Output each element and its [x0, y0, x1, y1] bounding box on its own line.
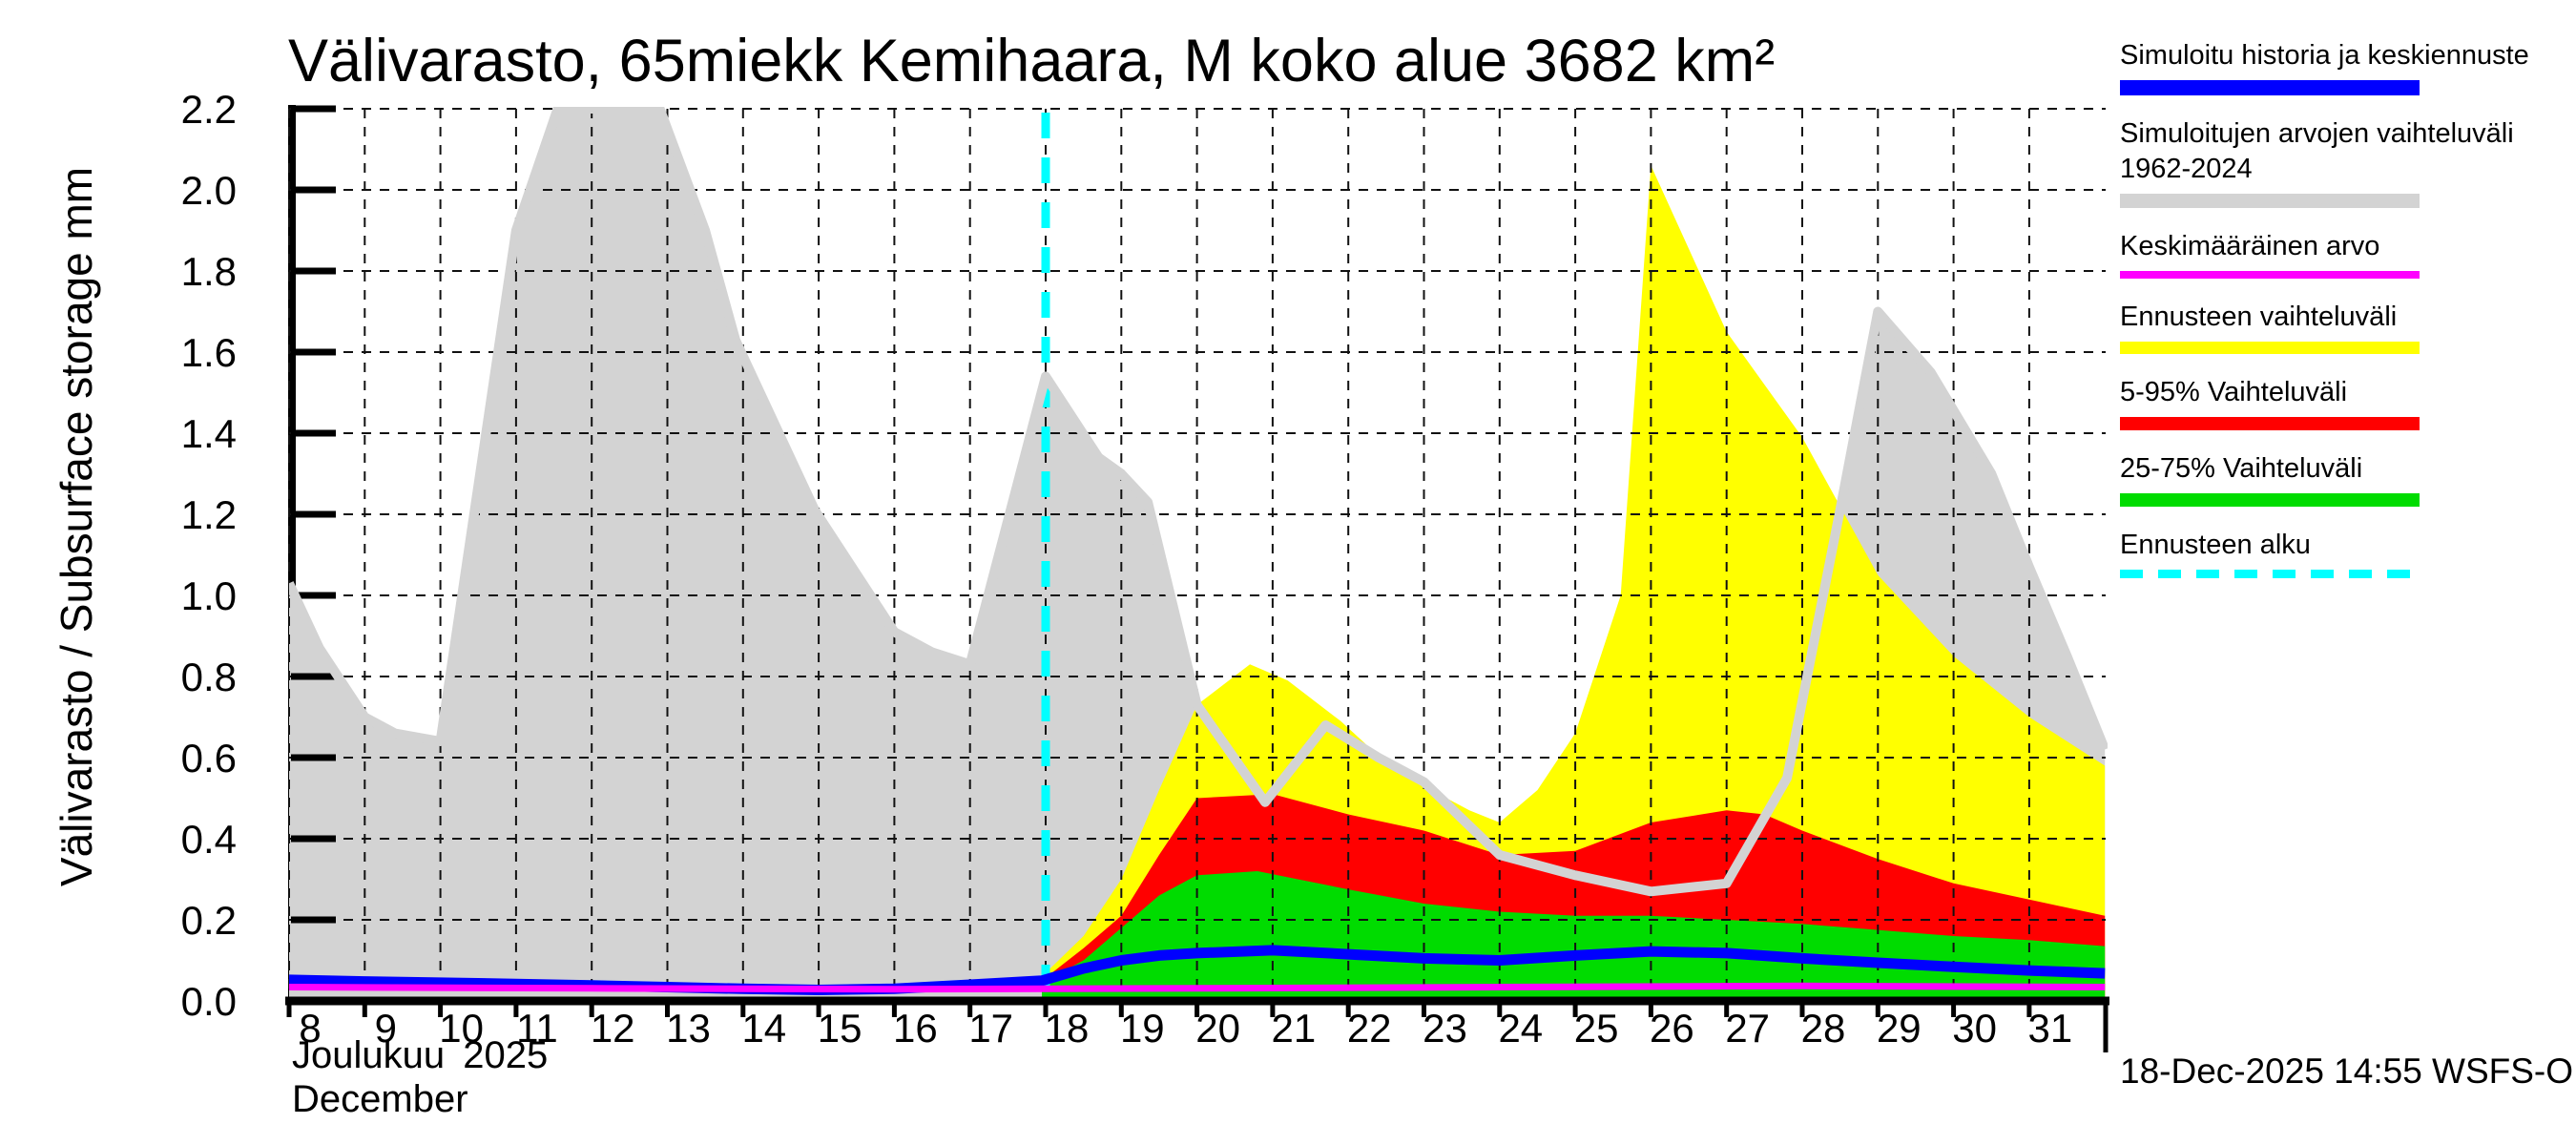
svg-text:26: 26 [1650, 1006, 1694, 1051]
svg-text:21: 21 [1272, 1006, 1317, 1051]
svg-text:15: 15 [818, 1006, 862, 1051]
svg-text:27: 27 [1725, 1006, 1770, 1051]
y-tick-labels: 0.0 0.2 0.4 0.6 0.8 1.0 1.2 1.4 1.6 1.8 2.0 2.2 [181, 87, 237, 1024]
svg-text:0.8: 0.8 [181, 655, 237, 699]
svg-text:1.4: 1.4 [181, 411, 237, 456]
x-ticks [286, 1001, 2109, 1052]
svg-text:8: 8 [299, 1006, 321, 1051]
svg-text:18: 18 [1045, 1006, 1090, 1051]
legend-item-1: Simuloitujen arvojen vaihteluväli 1962-2… [2120, 116, 2536, 208]
x-tick-labels: 8 9 10 11 12 13 14 15 16 17 18 19 20 21 22 23 24 25 26 27 28… [299, 1006, 2072, 1051]
svg-text:28: 28 [1801, 1006, 1846, 1051]
mean-line [289, 982, 2106, 993]
legend-item-6: Ennusteen alku [2120, 528, 2536, 578]
svg-text:19: 19 [1120, 1006, 1165, 1051]
svg-text:0.0: 0.0 [181, 979, 237, 1024]
svg-text:0.2: 0.2 [181, 898, 237, 943]
legend-label: Simuloitu historia ja keskiennuste [2120, 40, 2529, 71]
svg-text:24: 24 [1498, 1006, 1543, 1051]
svg-text:22: 22 [1347, 1006, 1392, 1051]
svg-text:1.0: 1.0 [181, 573, 237, 618]
legend-label: Keskimääräinen arvo [2120, 231, 2380, 261]
legend: Simuloitu historia ja keskiennuste Simulo… [2120, 38, 2536, 599]
svg-text:11: 11 [516, 1006, 558, 1051]
legend-label: Ennusteen alku [2120, 530, 2311, 560]
legend-label: 5-95% Vaihteluväli [2120, 377, 2348, 407]
svg-text:14: 14 [741, 1006, 786, 1051]
legend-swatch-6 [2120, 570, 2420, 578]
legend-label: 25-75% Vaihteluväli [2120, 453, 2363, 484]
legend-label: Ennusteen vaihteluväli [2120, 302, 2398, 332]
legend-label: Simuloitujen arvojen vaihteluväli 1962-2… [2120, 118, 2514, 184]
svg-text:29: 29 [1877, 1006, 1922, 1051]
legend-item-2: Keskimääräinen arvo [2120, 229, 2536, 279]
svg-text:30: 30 [1952, 1006, 1997, 1051]
legend-swatch-2 [2120, 271, 2420, 279]
svg-text:9: 9 [375, 1006, 397, 1051]
svg-text:31: 31 [2028, 1006, 2073, 1051]
forecast-range-area [1042, 165, 2106, 1001]
svg-text:1.8: 1.8 [181, 249, 237, 294]
svg-text:17: 17 [968, 1006, 1013, 1051]
hist-range-area [289, 109, 2106, 1001]
svg-text:13: 13 [666, 1006, 711, 1051]
hist-range-line [289, 107, 2108, 897]
svg-text:16: 16 [893, 1006, 938, 1051]
svg-text:10: 10 [439, 1006, 484, 1051]
svg-text:20: 20 [1195, 1006, 1240, 1051]
x-axis-month-english: December [292, 1078, 468, 1120]
svg-text:23: 23 [1423, 1006, 1467, 1051]
legend-item-5: 25-75% Vaihteluväli [2120, 451, 2536, 507]
x-axis-month-finnish: Joulukuu 2025 [292, 1034, 549, 1076]
svg-text:0.6: 0.6 [181, 736, 237, 781]
chart-title: Välivarasto, 65miekk Kemihaara, M koko a… [288, 28, 1776, 94]
svg-text:2.2: 2.2 [181, 87, 237, 132]
legend-item-3: Ennusteen vaihteluväli [2120, 300, 2536, 354]
legend-swatch-5 [2120, 493, 2420, 507]
legend-swatch-3 [2120, 342, 2420, 354]
timestamp: 18-Dec-2025 14:55 WSFS-O [2120, 1051, 2574, 1091]
svg-text:25: 25 [1574, 1006, 1619, 1051]
p25-75-area [1042, 871, 2106, 1001]
legend-item-4: 5-95% Vaihteluväli [2120, 375, 2536, 430]
y-ticks [291, 105, 336, 924]
svg-text:2.0: 2.0 [181, 168, 237, 213]
svg-text:1.6: 1.6 [181, 330, 237, 375]
legend-swatch-4 [2120, 417, 2420, 430]
svg-text:1.2: 1.2 [181, 492, 237, 537]
legend-swatch-0 [2120, 80, 2420, 95]
grid [288, 108, 2106, 1001]
legend-item-0: Simuloitu historia ja keskiennuste [2120, 38, 2536, 95]
legend-swatch-1 [2120, 194, 2420, 208]
svg-text:12: 12 [591, 1006, 635, 1051]
svg-text:0.4: 0.4 [181, 817, 237, 862]
